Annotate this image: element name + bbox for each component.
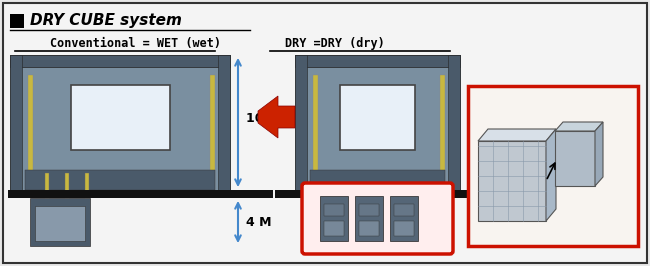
Polygon shape — [595, 122, 603, 186]
Bar — [10, 14, 24, 28]
Bar — [218, 55, 230, 190]
Bar — [295, 55, 460, 190]
Text: 4 M: 4 M — [246, 215, 272, 228]
Bar — [10, 55, 230, 67]
Bar — [8, 190, 273, 198]
Polygon shape — [546, 129, 556, 221]
FancyBboxPatch shape — [302, 183, 453, 254]
Bar — [555, 131, 595, 186]
Bar — [468, 86, 638, 246]
Bar — [28, 75, 33, 190]
Bar — [30, 198, 90, 246]
Bar — [440, 75, 445, 190]
Bar — [310, 170, 445, 190]
Bar — [10, 55, 230, 190]
Text: DRY CUBE system: DRY CUBE system — [30, 14, 182, 28]
Bar — [275, 190, 545, 198]
Bar — [394, 204, 414, 216]
Bar — [394, 221, 414, 236]
Bar — [10, 55, 22, 190]
Bar — [478, 141, 546, 221]
Text: DRY =DRY (dry): DRY =DRY (dry) — [285, 38, 385, 51]
Bar — [355, 196, 383, 241]
Bar — [45, 173, 49, 198]
Bar — [390, 196, 418, 241]
Bar — [320, 196, 348, 241]
Bar — [359, 221, 379, 236]
Bar — [448, 55, 460, 190]
Text: 10 M: 10 M — [246, 111, 280, 124]
Polygon shape — [555, 122, 603, 131]
Bar — [324, 221, 344, 236]
Bar — [35, 206, 85, 241]
Bar — [295, 55, 307, 190]
Bar — [65, 173, 69, 198]
Bar — [25, 170, 215, 190]
Text: Conventional = WET (wet): Conventional = WET (wet) — [50, 38, 221, 51]
Bar — [341, 85, 415, 149]
Bar — [324, 204, 344, 216]
Bar — [295, 55, 460, 67]
Bar — [70, 85, 170, 149]
Bar — [210, 75, 215, 190]
Bar — [85, 173, 89, 198]
Polygon shape — [258, 96, 295, 138]
Polygon shape — [478, 129, 556, 141]
Bar — [313, 75, 318, 190]
Bar — [359, 204, 379, 216]
